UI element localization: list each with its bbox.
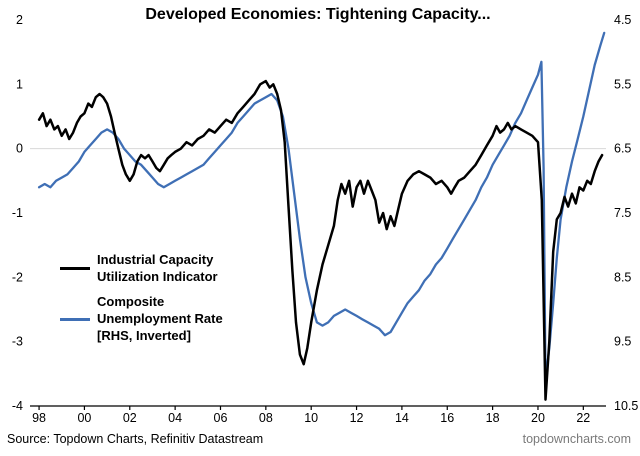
svg-text:06: 06 (214, 411, 228, 425)
svg-text:-1: -1 (12, 206, 23, 220)
svg-text:2: 2 (16, 13, 23, 27)
svg-text:20: 20 (531, 411, 545, 425)
source-attribution: Source: Topdown Charts, Refinitiv Datast… (7, 432, 264, 446)
legend-line-1: Industrial Capacity (97, 252, 214, 267)
svg-text:04: 04 (168, 411, 182, 425)
legend-industrial-capacity: Industrial Capacity Utilization Indicato… (60, 252, 218, 286)
svg-text:-4: -4 (12, 399, 23, 413)
legend-unemployment-rate-label: Composite Unemployment Rate [RHS, Invert… (97, 294, 223, 345)
svg-text:8.5: 8.5 (614, 270, 631, 284)
legend-line-1: Composite (97, 294, 165, 309)
svg-text:10.5: 10.5 (614, 399, 638, 413)
legend-line-2: Utilization Indicator (97, 268, 218, 284)
legend-line-3: [RHS, Inverted] (97, 327, 191, 343)
svg-text:-3: -3 (12, 335, 23, 349)
svg-text:6.5: 6.5 (614, 142, 631, 156)
svg-text:7.5: 7.5 (614, 206, 631, 220)
svg-text:98: 98 (32, 411, 46, 425)
svg-text:-2: -2 (12, 270, 23, 284)
svg-text:5.5: 5.5 (614, 77, 631, 91)
svg-text:10: 10 (304, 411, 318, 425)
svg-text:12: 12 (350, 411, 364, 425)
legend-line-2: Unemployment Rate (97, 310, 223, 326)
legend-industrial-capacity-label: Industrial Capacity Utilization Indicato… (97, 252, 218, 286)
chart-title: Developed Economies: Tightening Capacity… (145, 6, 491, 23)
svg-text:9.5: 9.5 (614, 335, 631, 349)
svg-text:4.5: 4.5 (614, 13, 631, 27)
svg-text:14: 14 (395, 411, 409, 425)
svg-text:16: 16 (440, 411, 454, 425)
svg-text:1: 1 (16, 77, 23, 91)
svg-text:0: 0 (16, 142, 23, 156)
svg-text:18: 18 (486, 411, 500, 425)
legend-line-black-icon (60, 267, 90, 271)
svg-text:08: 08 (259, 411, 273, 425)
legend-line-blue-icon (60, 317, 90, 321)
svg-text:02: 02 (123, 411, 137, 425)
legend-unemployment-rate: Composite Unemployment Rate [RHS, Invert… (60, 294, 223, 345)
svg-text:00: 00 (77, 411, 91, 425)
watermark: topdowncharts.com (522, 432, 631, 446)
svg-text:22: 22 (576, 411, 590, 425)
